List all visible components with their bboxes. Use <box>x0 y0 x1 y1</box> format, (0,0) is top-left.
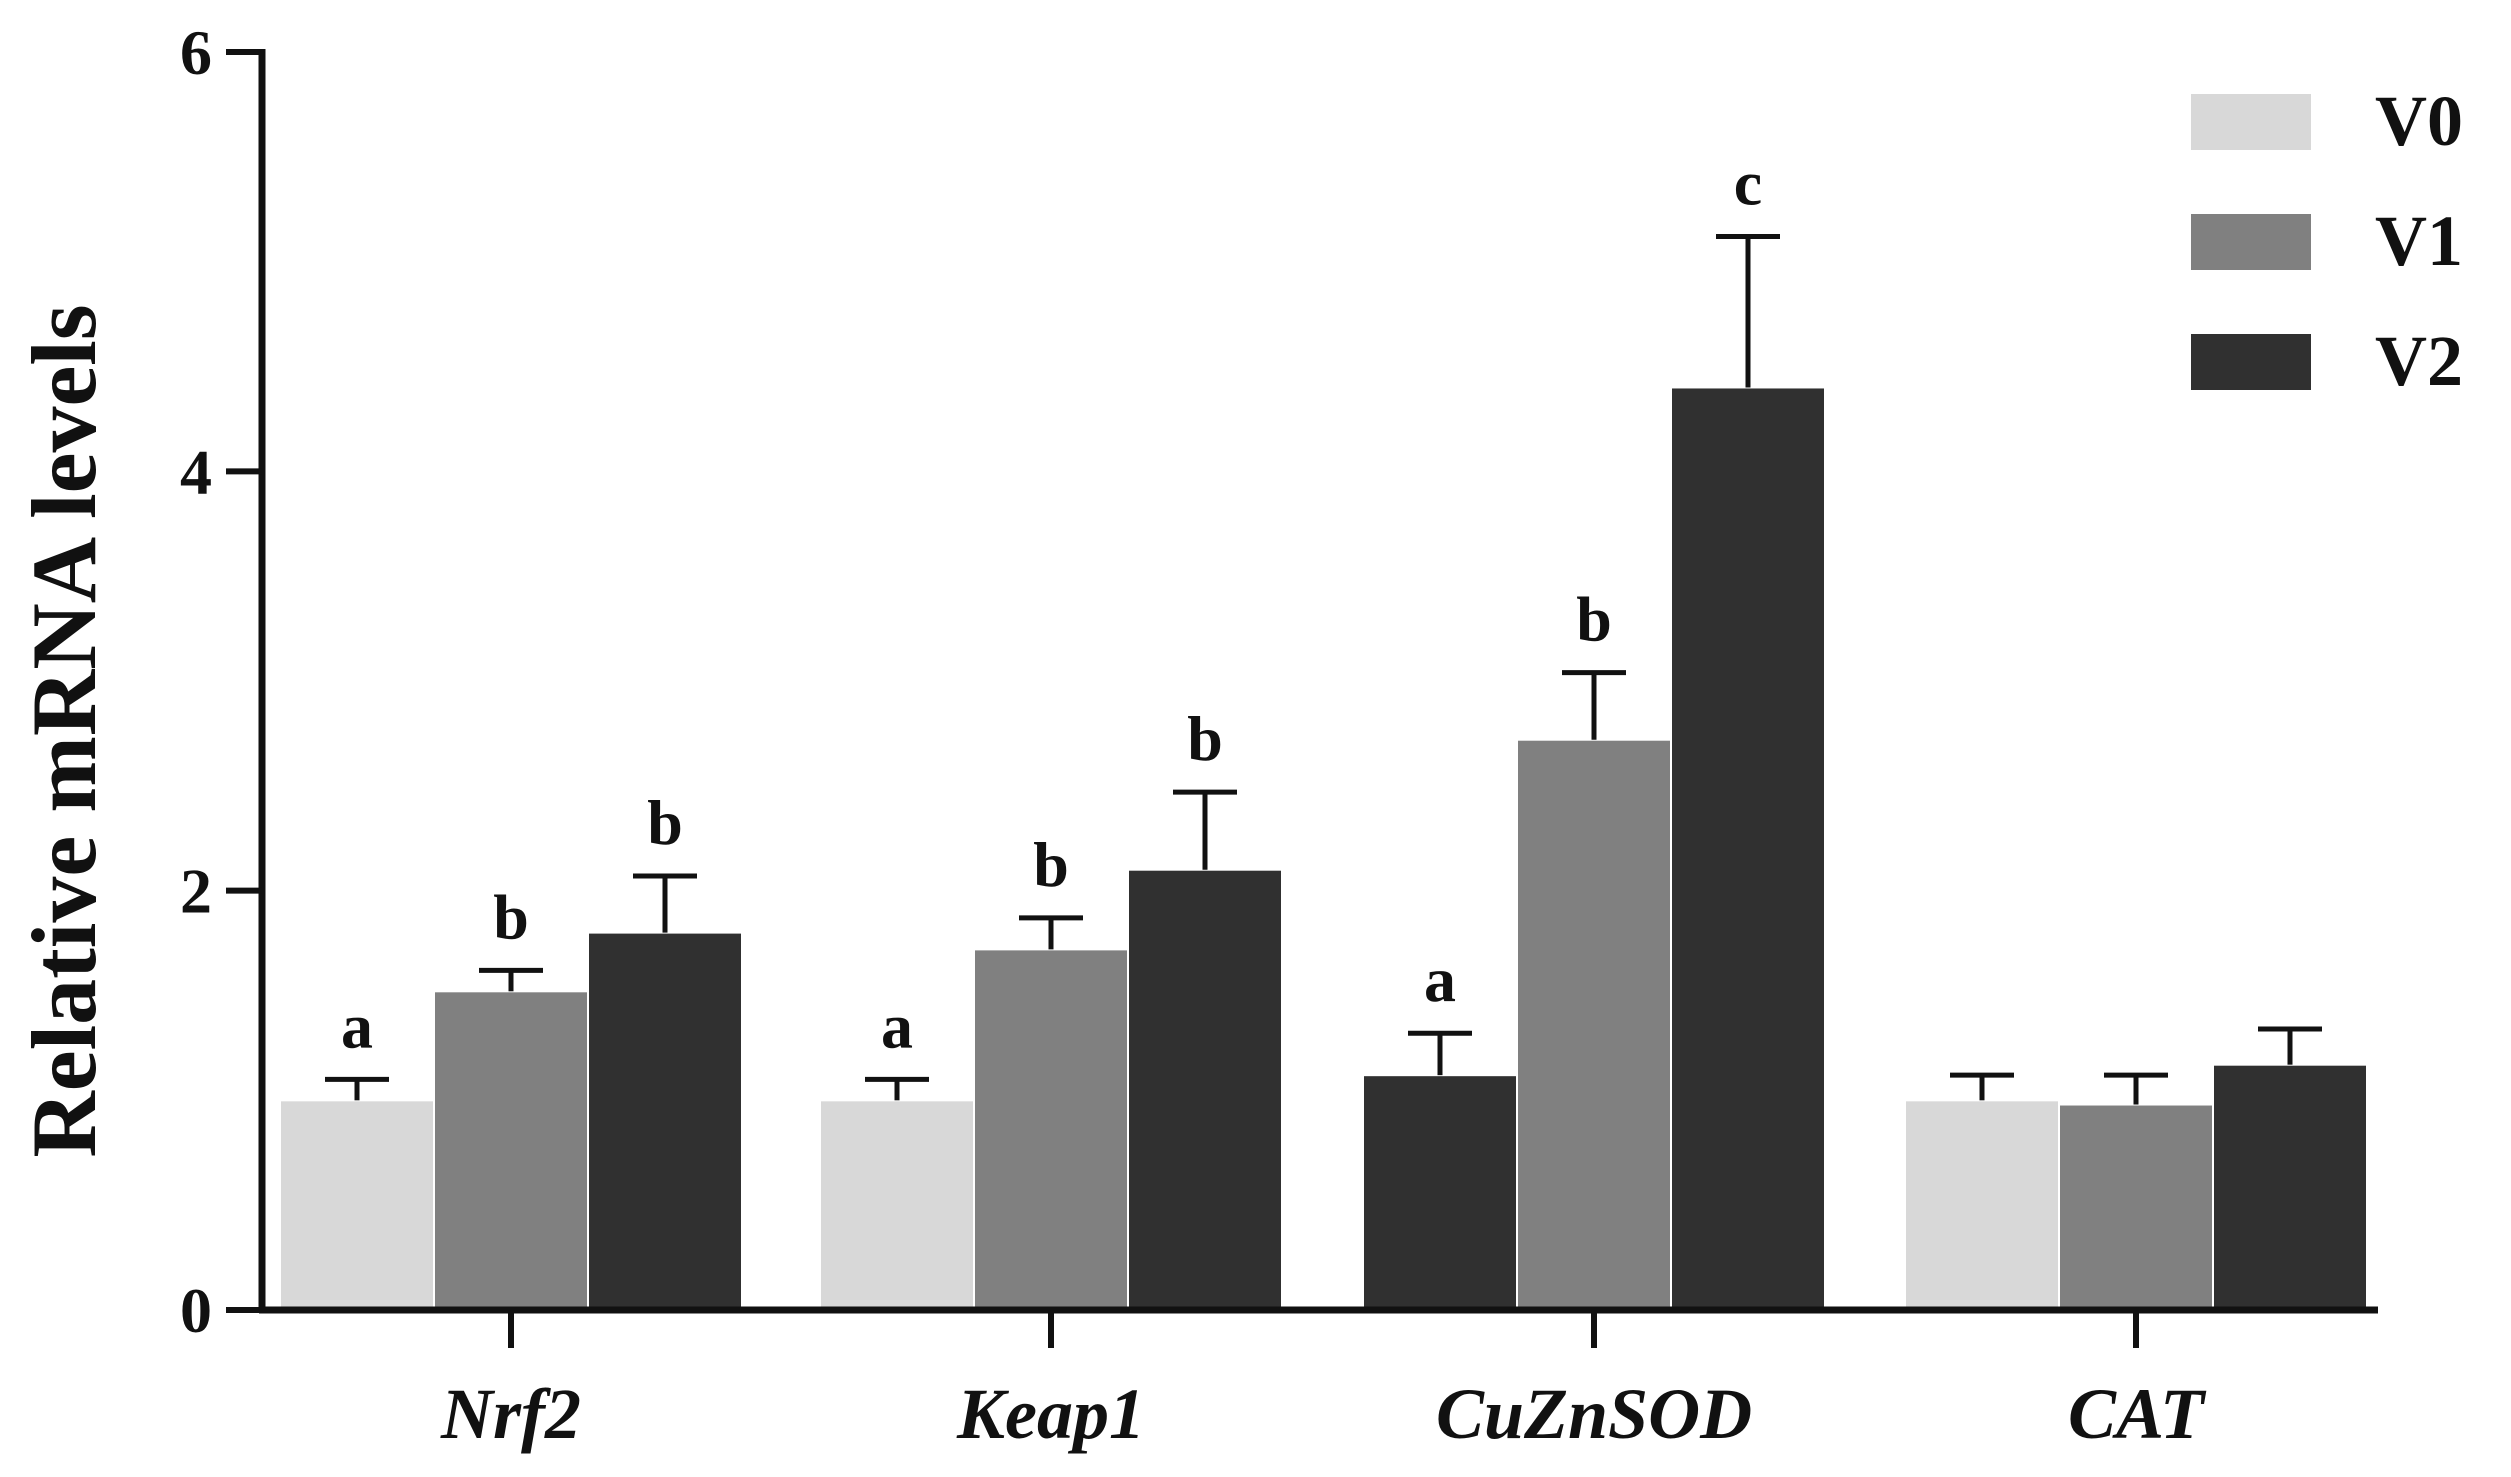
x-tick-label-cat: CAT <box>2068 1374 2207 1454</box>
legend-swatch-v0 <box>2189 92 2313 152</box>
legend-swatch-v2 <box>2189 332 2313 392</box>
legend: V0 V1 V2 <box>2189 81 2463 401</box>
sig-label-nrf2-v0: a <box>341 990 373 1061</box>
y-tick-label-4: 4 <box>180 436 212 507</box>
legend-swatch-v1 <box>2189 212 2313 272</box>
legend-label-v1: V1 <box>2375 201 2463 281</box>
sig-label-keap1-v0: a <box>881 990 913 1061</box>
bar-keap1-v0 <box>819 1099 975 1312</box>
bar-nrf2-v2 <box>587 931 743 1311</box>
bar-keap1-v1 <box>973 948 1129 1312</box>
sig-label-cuznsod-v0: a <box>1424 944 1456 1015</box>
legend-label-v0: V0 <box>2375 81 2463 161</box>
bar-cat-v0 <box>1904 1099 2060 1312</box>
sig-label-nrf2-v1: b <box>493 881 529 952</box>
bars-layer <box>279 386 2368 1312</box>
sig-label-cuznsod-v1: b <box>1576 584 1612 655</box>
significance-labels-layer: a b b a b b a b c <box>341 148 1762 1062</box>
bar-nrf2-v0 <box>279 1099 435 1312</box>
sig-label-keap1-v1: b <box>1033 829 1069 900</box>
bar-cuznsod-v1 <box>1516 738 1672 1311</box>
legend-label-v2: V2 <box>2375 321 2463 401</box>
y-tick-label-6: 6 <box>180 17 212 88</box>
sig-label-keap1-v2: b <box>1187 703 1223 774</box>
bar-keap1-v2 <box>1127 868 1283 1311</box>
bar-cuznsod-v0 <box>1362 1074 1518 1311</box>
y-axis-label: Relative mRNA levels <box>13 304 115 1157</box>
bar-cuznsod-v2 <box>1670 386 1826 1311</box>
axes-layer: Nrf2 Keap1 CuZnSOD CAT 0 2 4 6 Relative mRNA lev… <box>13 17 2378 1454</box>
x-tick-label-nrf2: Nrf2 <box>440 1374 581 1454</box>
bar-cat-v1 <box>2058 1103 2214 1311</box>
x-tick-label-keap1: Keap1 <box>956 1374 1145 1454</box>
error-bars-layer <box>325 234 2322 1105</box>
y-tick-label-2: 2 <box>180 856 212 927</box>
sig-label-cuznsod-v2: c <box>1734 148 1762 219</box>
sig-label-nrf2-v2: b <box>647 787 683 858</box>
bar-cat-v2 <box>2212 1063 2368 1311</box>
y-tick-label-0: 0 <box>180 1275 212 1346</box>
bar-nrf2-v1 <box>433 990 589 1311</box>
x-tick-label-cuznsod: CuZnSOD <box>1436 1374 1752 1454</box>
